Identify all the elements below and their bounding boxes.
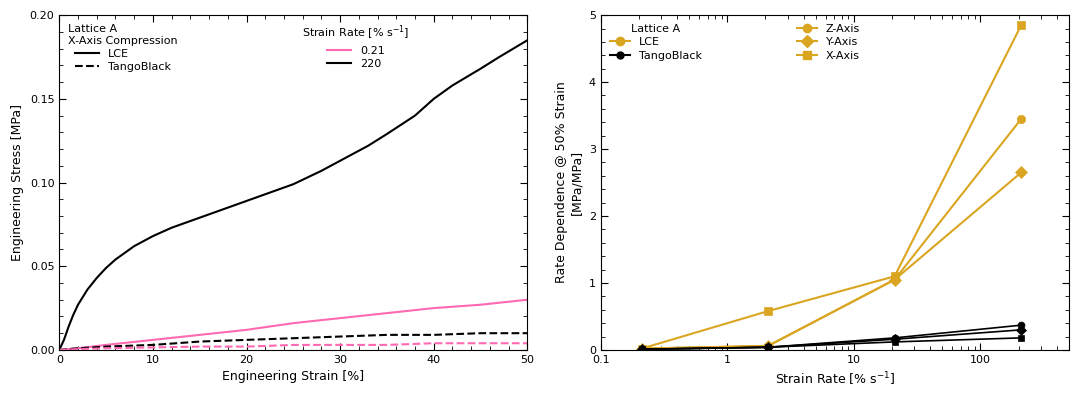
Y-axis label: Rate Dependence @ 50% Strain
[MPa/MPa]: Rate Dependence @ 50% Strain [MPa/MPa]	[555, 82, 583, 283]
Legend: Z-Axis, Y-Axis, X-Axis: Z-Axis, Y-Axis, X-Axis	[794, 21, 863, 64]
X-axis label: Engineering Strain [%]: Engineering Strain [%]	[222, 370, 364, 383]
Y-axis label: Engineering Stress [MPa]: Engineering Stress [MPa]	[11, 104, 24, 261]
Legend: 0.21, 220: 0.21, 220	[299, 21, 413, 72]
X-axis label: Strain Rate [% s$^{-1}$]: Strain Rate [% s$^{-1}$]	[774, 370, 895, 388]
